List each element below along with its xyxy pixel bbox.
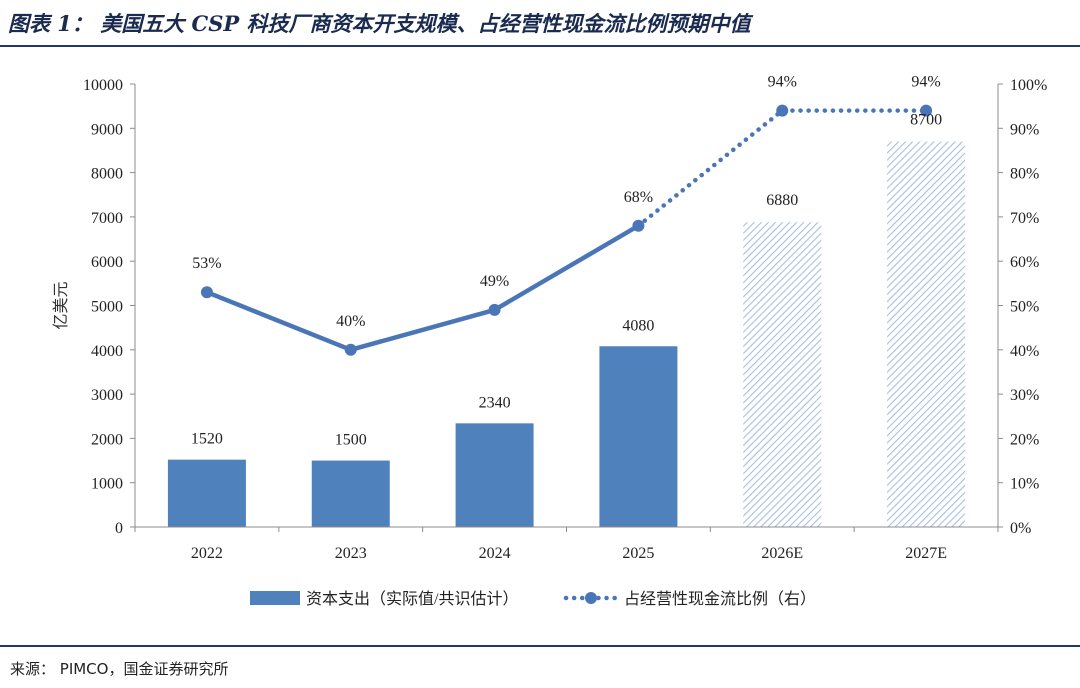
line-label-2023: 40% [336, 313, 365, 330]
line-point-2022 [200, 286, 213, 299]
y-tick-label: 3000 [91, 387, 123, 404]
bar-2022 [167, 459, 246, 527]
legend-bar-swatch [250, 591, 300, 605]
y2-tick-label: 40% [1010, 343, 1039, 360]
y2-tick-label: 90% [1010, 121, 1039, 138]
line-label-2026E: 94% [768, 74, 797, 91]
line-label-2027E: 94% [911, 74, 940, 91]
y-tick-label: 8000 [91, 166, 123, 183]
bar-2025 [599, 346, 678, 527]
line-label-2025: 68% [624, 189, 653, 206]
y-tick-label: 10000 [83, 77, 123, 94]
y2-tick-label: 70% [1010, 210, 1039, 227]
y-tick-label: 7000 [91, 210, 123, 227]
y-tick-label: 2000 [91, 431, 123, 448]
bar-2026E [743, 222, 822, 527]
line-point-2027E [920, 104, 933, 117]
x-tick-label-2022: 2022 [191, 545, 223, 562]
y-tick-label: 9000 [91, 121, 123, 138]
x-tick-label-2024: 2024 [479, 545, 511, 562]
y-axis-title: 亿美元 [52, 281, 70, 329]
line-label-2024: 49% [480, 273, 509, 290]
legend-line-marker [585, 592, 597, 604]
bar-label-2023: 1500 [335, 432, 367, 449]
bar-label-2025: 4080 [622, 317, 654, 334]
source-note: 来源： PIMCO，国金证券研究所 [10, 660, 229, 678]
legend-line-label: 占经营性现金流比例（右） [624, 590, 816, 608]
bar-2023 [311, 460, 390, 527]
y2-tick-label: 20% [1010, 431, 1039, 448]
legend-bar-label: 资本支出（实际值/共识估计） [306, 590, 518, 608]
y-tick-label: 6000 [91, 254, 123, 271]
title-rule [0, 45, 1080, 47]
footer-rule [0, 645, 1080, 647]
x-tick-label-2026E: 2026E [761, 545, 803, 562]
y-tick-label: 1000 [91, 476, 123, 493]
bar-2027E [887, 141, 966, 527]
bar-label-2026E: 6880 [766, 192, 798, 209]
line-label-2022: 53% [192, 255, 221, 272]
y-tick-label: 5000 [91, 299, 123, 316]
bar-2024 [455, 423, 534, 527]
chart-title: 图表 1： 美国五大 CSP 科技厂商资本开支规模、占经营性现金流比例预期中值 [8, 11, 751, 36]
y2-tick-label: 50% [1010, 299, 1039, 316]
line-point-2024 [488, 303, 501, 316]
line-point-2023 [344, 343, 357, 356]
x-tick-label-2025: 2025 [622, 545, 654, 562]
y-tick-label: 4000 [91, 343, 123, 360]
y2-tick-label: 30% [1010, 387, 1039, 404]
line-series-actual [206, 223, 640, 353]
y-tick-label: 0 [115, 520, 123, 537]
y2-tick-label: 80% [1010, 166, 1039, 183]
bar-label-2024: 2340 [479, 394, 511, 411]
y2-tick-label: 10% [1010, 476, 1039, 493]
y2-tick-label: 60% [1010, 254, 1039, 271]
y2-tick-label: 0% [1010, 520, 1031, 537]
line-point-2025 [632, 219, 645, 232]
y2-tick-label: 100% [1010, 77, 1047, 94]
line-point-2026E [776, 104, 789, 117]
x-tick-label-2023: 2023 [335, 545, 367, 562]
bar-label-2022: 1520 [191, 431, 223, 448]
bar-label-2027E: 8700 [910, 112, 942, 129]
x-tick-label-2027E: 2027E [905, 545, 947, 562]
